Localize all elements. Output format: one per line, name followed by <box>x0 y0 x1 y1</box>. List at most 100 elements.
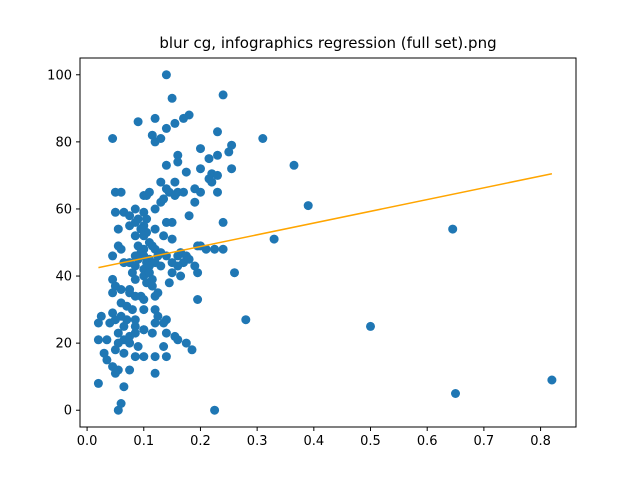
data-point <box>156 261 166 271</box>
data-point <box>196 164 205 174</box>
data-point <box>258 134 268 143</box>
data-point <box>130 328 140 338</box>
data-point <box>161 328 171 338</box>
data-point <box>150 318 160 328</box>
data-point <box>110 368 120 378</box>
data-point <box>181 338 191 348</box>
x-tick-label: 0.2 <box>190 434 211 449</box>
data-point <box>170 191 180 200</box>
data-point <box>102 355 112 365</box>
data-point <box>139 352 149 362</box>
chart-title: blur cg, infographics regression (full s… <box>159 34 496 52</box>
data-point <box>201 244 211 254</box>
data-point <box>303 201 313 211</box>
data-point <box>213 127 222 137</box>
data-point <box>125 221 135 231</box>
data-point <box>108 288 118 298</box>
data-point <box>190 197 200 207</box>
data-point <box>173 150 183 160</box>
data-point <box>218 90 228 100</box>
data-point <box>144 187 154 197</box>
data-point <box>167 268 177 278</box>
data-point <box>196 187 205 197</box>
data-point <box>210 405 220 415</box>
data-point <box>213 170 222 180</box>
data-point <box>130 291 140 301</box>
data-point <box>159 318 169 328</box>
data-point <box>93 335 103 345</box>
data-point <box>130 315 140 325</box>
data-point <box>110 315 120 325</box>
x-tick-label: 0.4 <box>303 434 324 449</box>
data-point <box>181 167 191 177</box>
x-tick-label: 0.0 <box>77 434 98 449</box>
data-point <box>269 234 279 244</box>
y-tick-label: 40 <box>55 270 72 285</box>
data-point <box>119 321 129 331</box>
data-point <box>147 281 157 291</box>
regression-line <box>98 172 553 269</box>
data-point <box>147 328 157 338</box>
data-point <box>153 288 163 298</box>
data-point <box>108 251 118 261</box>
data-point <box>193 295 203 304</box>
data-point <box>113 328 123 338</box>
data-point <box>139 325 149 335</box>
data-point <box>161 123 171 133</box>
data-point <box>159 231 169 241</box>
data-point <box>167 217 177 227</box>
data-point <box>184 254 194 264</box>
data-point <box>241 315 251 325</box>
data-point <box>150 204 160 214</box>
axis-ticks: 0.0 0.1 0.2 0.3 0.4 0.5 0.6 0.7 0.8 0 20 40 60 80 100 <box>47 68 551 449</box>
data-point <box>167 234 177 244</box>
data-point <box>125 338 135 348</box>
data-point <box>213 187 222 197</box>
data-point <box>159 342 169 351</box>
data-point <box>196 144 205 154</box>
data-point <box>108 308 118 318</box>
data-point <box>184 211 194 221</box>
data-point <box>119 348 129 358</box>
data-point <box>116 187 126 197</box>
data-point <box>139 305 149 315</box>
y-tick-label: 100 <box>47 68 72 83</box>
data-point <box>127 305 137 315</box>
data-point <box>113 224 123 234</box>
data-point <box>116 285 126 294</box>
data-point <box>113 405 123 415</box>
data-point <box>193 268 203 278</box>
data-point <box>204 154 214 164</box>
data-point <box>161 160 171 170</box>
data-point <box>102 335 112 345</box>
data-point <box>150 224 160 234</box>
data-point <box>150 368 160 378</box>
data-point <box>227 164 237 174</box>
data-point <box>173 335 183 345</box>
data-point <box>156 134 166 143</box>
data-point <box>130 352 140 362</box>
data-point <box>125 211 135 221</box>
data-point <box>139 295 149 304</box>
data-point <box>130 274 140 284</box>
data-point <box>366 321 375 331</box>
data-point <box>448 224 458 234</box>
data-point <box>144 261 154 271</box>
data-point <box>139 231 149 241</box>
data-point <box>224 147 234 157</box>
data-point <box>130 204 140 214</box>
data-point <box>110 345 120 355</box>
data-point <box>125 365 135 375</box>
y-tick-label: 20 <box>55 337 72 352</box>
data-point <box>161 352 171 362</box>
data-point <box>93 318 103 328</box>
x-tick-label: 0.6 <box>417 434 438 449</box>
data-point <box>289 160 299 170</box>
data-point <box>93 378 103 388</box>
data-point <box>451 389 460 398</box>
data-point <box>179 187 188 197</box>
data-point <box>170 118 180 128</box>
x-tick-label: 0.5 <box>360 434 381 449</box>
